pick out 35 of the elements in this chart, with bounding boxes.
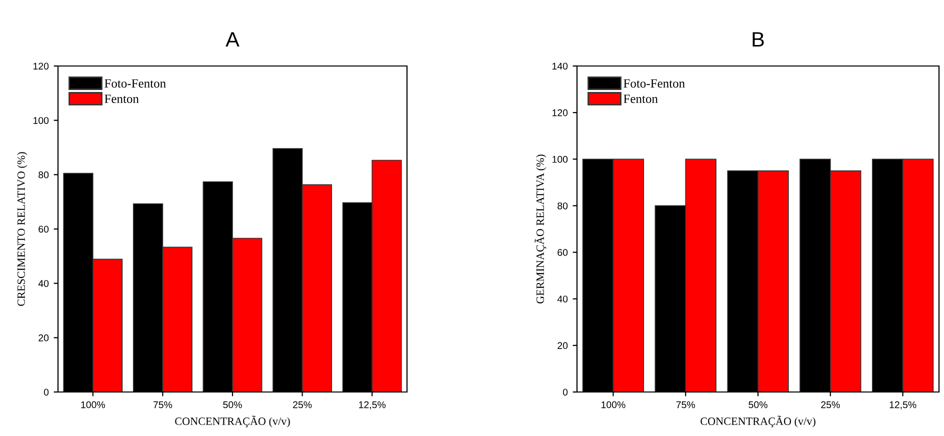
y-tick-label: 140 — [552, 62, 568, 70]
x-tick-label: 100% — [602, 401, 626, 408]
x-tick-label: 75% — [153, 401, 172, 408]
x-tick-label: 12,5% — [359, 401, 386, 410]
x-tick-label: 25% — [293, 401, 312, 408]
x-tick-label: 50% — [223, 401, 242, 408]
x-tick-label: 50% — [748, 401, 768, 408]
chart-title: B — [752, 32, 764, 47]
x-axis-title: CONCENTRAÇÃO (v/v) — [700, 416, 816, 428]
y-tick-label: 40 — [557, 296, 568, 302]
y-tick-label: 120 — [552, 109, 568, 116]
legend-label: Foto-Fenton — [104, 79, 166, 88]
x-tick-label: 12,5% — [890, 401, 916, 410]
y-tick-label: 100 — [33, 117, 49, 124]
x-tick-label: 25% — [821, 401, 840, 408]
legend-label: Fenton — [104, 94, 139, 104]
legend-label: Foto-Fenton — [624, 79, 685, 88]
legend-label: Fenton — [624, 94, 658, 104]
x-tick-label: 100% — [81, 401, 105, 408]
y-tick-label: 0 — [44, 388, 49, 396]
chart-title: A — [226, 32, 240, 47]
y-tick-label: 60 — [558, 249, 568, 256]
x-axis-title: CONCENTRAÇÃO (v/v) — [175, 416, 290, 428]
y-tick-label: 60 — [38, 226, 49, 233]
y-tick-label: 80 — [38, 171, 49, 178]
y-tick-label: 100 — [552, 156, 568, 163]
y-axis-title: GERMINAÇÃO RELATIVA (%) — [534, 154, 546, 304]
y-axis-title: CRESCIMENTO RELATIVO (%) — [17, 152, 28, 306]
y-tick-label: 0 — [562, 388, 568, 396]
y-tick-label: 120 — [33, 62, 49, 70]
y-tick-label: 40 — [38, 280, 49, 287]
y-tick-label: 20 — [38, 334, 49, 342]
y-tick-label: 80 — [558, 202, 568, 210]
y-tick-label: 20 — [558, 342, 568, 350]
x-tick-label: 75% — [676, 401, 695, 408]
